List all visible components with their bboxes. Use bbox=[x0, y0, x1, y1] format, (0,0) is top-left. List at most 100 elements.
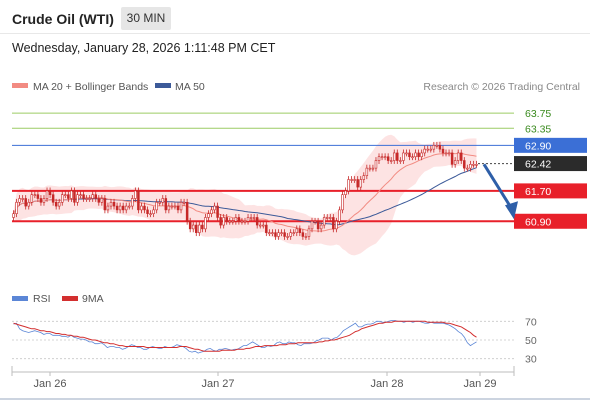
candle-body bbox=[146, 209, 149, 214]
candle-body bbox=[383, 156, 387, 159]
candle-body bbox=[57, 201, 61, 207]
candle-body bbox=[335, 220, 338, 230]
candle-body bbox=[262, 224, 265, 227]
candle-body bbox=[432, 145, 436, 150]
candle-body bbox=[466, 167, 469, 170]
candle-body bbox=[97, 198, 101, 203]
candle-body bbox=[447, 152, 451, 155]
candle-body bbox=[368, 167, 372, 170]
level-label-62.90: 62.90 bbox=[525, 140, 551, 152]
candle-body bbox=[426, 148, 429, 151]
candle-body bbox=[365, 167, 369, 177]
candle-body bbox=[225, 217, 228, 222]
level-box-62.42 bbox=[514, 156, 587, 172]
level-label-61.70: 61.70 bbox=[525, 186, 551, 198]
candle-body bbox=[124, 205, 128, 211]
candle-body bbox=[283, 232, 286, 237]
candle-body bbox=[79, 194, 82, 196]
candle-body bbox=[392, 152, 396, 161]
level-label-63.75: 63.75 bbox=[525, 108, 551, 120]
candle-body bbox=[228, 220, 232, 223]
candle-body bbox=[18, 198, 21, 203]
candle-body bbox=[277, 232, 280, 237]
candle-body bbox=[353, 179, 356, 181]
rsi-ma-line bbox=[13, 320, 477, 352]
candle-body bbox=[380, 156, 384, 159]
bollinger-band bbox=[13, 134, 477, 256]
candle-body bbox=[45, 190, 49, 199]
candle-body bbox=[82, 194, 85, 199]
candle-body bbox=[170, 205, 174, 208]
candle-body bbox=[423, 148, 426, 154]
candle-body bbox=[70, 190, 73, 199]
timeframe-badge[interactable]: 30 MIN bbox=[121, 7, 171, 30]
candle-body bbox=[188, 220, 192, 230]
time-label-jan-29: Jan 29 bbox=[463, 378, 496, 390]
candle-body bbox=[295, 228, 299, 233]
candle-body bbox=[271, 232, 274, 234]
candle-body bbox=[444, 152, 448, 155]
candle-body bbox=[76, 194, 79, 203]
candle-body bbox=[237, 217, 241, 222]
candle-body bbox=[173, 205, 177, 208]
candle-body bbox=[112, 201, 116, 207]
candle-body bbox=[420, 152, 423, 158]
candle-body bbox=[24, 198, 27, 207]
candle-body bbox=[304, 236, 308, 238]
candle-body bbox=[143, 205, 146, 211]
candle-body bbox=[450, 152, 454, 165]
candle-body bbox=[268, 232, 271, 234]
candle-body bbox=[109, 201, 113, 207]
ma50-swatch bbox=[155, 83, 171, 88]
rsi-legend-label: RSI bbox=[33, 293, 51, 305]
candle-body bbox=[91, 194, 94, 199]
candle-body bbox=[414, 152, 417, 158]
ma20-swatch bbox=[12, 83, 28, 88]
candle-body bbox=[213, 205, 216, 211]
level-label-62.42: 62.42 bbox=[525, 159, 551, 171]
candle-body bbox=[249, 217, 253, 219]
candle-body bbox=[222, 217, 225, 226]
header-divider bbox=[0, 33, 590, 34]
candle-body bbox=[103, 198, 107, 211]
time-label-jan-26: Jan 26 bbox=[33, 378, 66, 390]
candle-body bbox=[292, 232, 295, 234]
frame-bottom bbox=[0, 398, 590, 400]
chart-header: Crude Oil (WTI) 30 MIN bbox=[0, 0, 590, 38]
candle-body bbox=[322, 217, 326, 226]
timestamp: Wednesday, January 28, 2026 1:11:48 PM C… bbox=[12, 41, 276, 55]
candle-body bbox=[417, 152, 420, 158]
candle-body bbox=[207, 213, 210, 218]
candle-body bbox=[67, 194, 70, 199]
candle-body bbox=[356, 179, 359, 188]
candle-body bbox=[286, 236, 289, 238]
candle-body bbox=[298, 228, 302, 233]
candle-body bbox=[118, 205, 122, 211]
ma50-legend-label: MA 50 bbox=[175, 81, 205, 93]
credit-text: Research © 2026 Trading Central bbox=[423, 81, 580, 93]
candle-body bbox=[405, 152, 408, 155]
candle-body bbox=[265, 224, 268, 233]
candle-body bbox=[39, 198, 43, 203]
candle-body bbox=[438, 145, 442, 150]
candle-body bbox=[158, 201, 161, 204]
candle-body bbox=[408, 152, 411, 158]
candle-body bbox=[453, 160, 457, 165]
candle-body bbox=[402, 152, 405, 161]
candle-body bbox=[201, 224, 204, 230]
candle-body bbox=[161, 198, 165, 203]
candle-body bbox=[429, 148, 433, 151]
legend-top: MA 20 + Bollinger Bands MA 50 Research ©… bbox=[12, 81, 580, 93]
candle-body bbox=[460, 152, 463, 161]
candle-body bbox=[316, 220, 320, 230]
candle-body bbox=[371, 167, 375, 170]
candle-body bbox=[128, 205, 131, 208]
candle-body bbox=[198, 224, 201, 233]
candle-body bbox=[12, 213, 15, 218]
candle-body bbox=[441, 148, 445, 154]
candle-body bbox=[307, 228, 311, 237]
candle-body bbox=[350, 179, 353, 181]
candle-body bbox=[176, 205, 180, 211]
candle-body bbox=[137, 190, 140, 211]
